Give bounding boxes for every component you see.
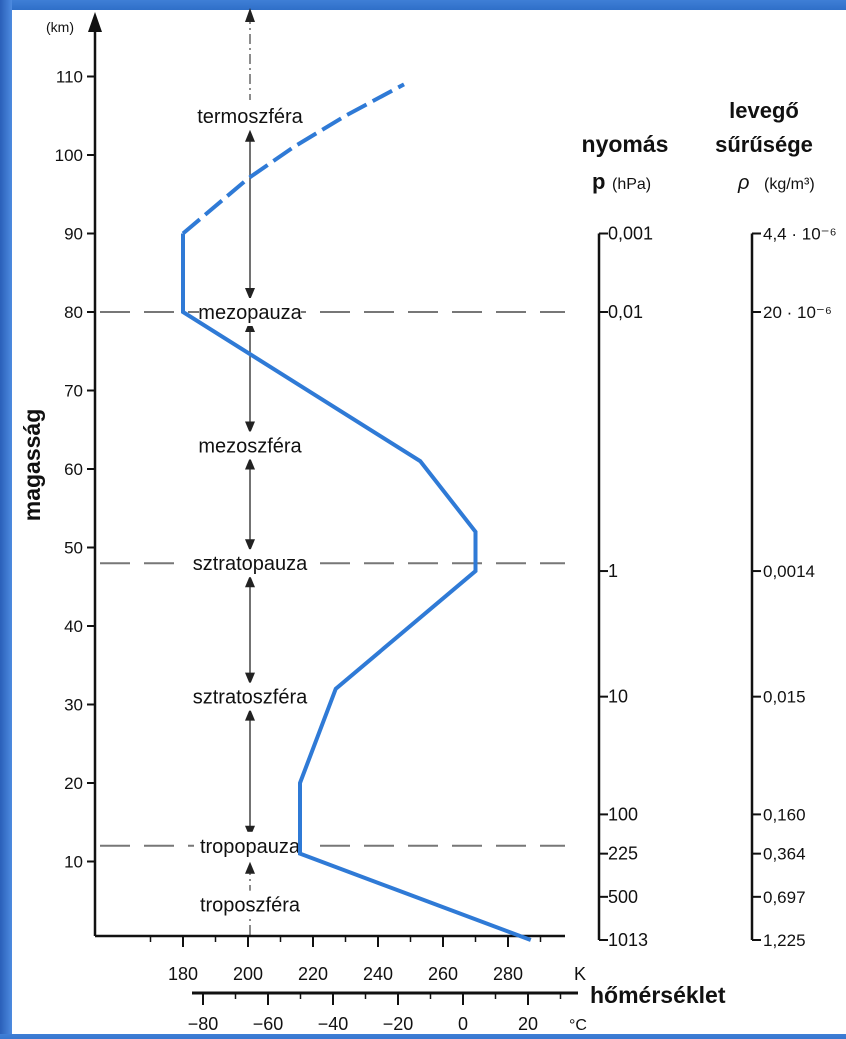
arrowhead-up-icon <box>245 862 255 874</box>
x-tick-label: 240 <box>363 964 393 984</box>
y-tick-label: 110 <box>56 68 83 87</box>
celsius-unit: °C <box>569 1017 587 1034</box>
y-axis-unit: (km) <box>46 19 74 35</box>
y-tick-label: 60 <box>64 460 83 479</box>
density-tick-label: 0,697 <box>763 888 806 907</box>
density-tick-label: 0,160 <box>763 805 806 824</box>
x-tick-label: 180 <box>168 964 198 984</box>
pressure-tick-label: 1013 <box>608 930 648 950</box>
density-symbol: ρ <box>737 172 749 194</box>
density-tick-label: 1,225 <box>763 931 806 950</box>
pressure-title: nyomás <box>582 131 669 157</box>
y-tick-label: 90 <box>64 225 83 244</box>
pressure-tick-label: 1 <box>608 561 618 581</box>
pressure-tick-label: 0,01 <box>608 302 643 322</box>
density-title: sűrűsége <box>715 132 813 157</box>
x-tick-label: 220 <box>298 964 328 984</box>
x-axis-label: hőmérséklet <box>590 982 726 1008</box>
y-axis-arrow-icon <box>88 12 102 32</box>
pressure-tick-label: 500 <box>608 887 638 907</box>
celsius-tick-label: −20 <box>383 1014 414 1034</box>
pressure-symbol: p <box>592 169 605 194</box>
layer-label: termoszféra <box>197 106 303 128</box>
density-tick-label: 0,015 <box>763 688 806 707</box>
x-axis-unit-kelvin: K <box>574 964 586 984</box>
pressure-tick-label: 10 <box>608 687 628 707</box>
y-tick-label: 10 <box>64 853 83 872</box>
y-axis-label: magasság <box>19 409 45 522</box>
layer-label: tropopauza <box>200 836 301 858</box>
pressure-tick-label: 0,001 <box>608 224 653 244</box>
pressure-unit: (hPa) <box>612 176 651 193</box>
arrowhead-up-icon <box>245 8 255 22</box>
layer-label: sztratopauza <box>193 553 308 575</box>
density-tick-label: 20 · 10⁻⁶ <box>763 303 832 322</box>
density-tick-label: 0,0014 <box>763 562 815 581</box>
y-tick-label: 40 <box>64 617 83 636</box>
y-tick-label: 30 <box>64 696 83 715</box>
density-tick-label: 4,4 · 10⁻⁶ <box>763 225 837 244</box>
y-tick-label: 20 <box>64 774 83 793</box>
y-tick-label: 100 <box>55 146 83 165</box>
celsius-tick-label: −80 <box>188 1014 219 1034</box>
layer-label: sztratoszféra <box>193 687 308 709</box>
pressure-tick-label: 100 <box>608 804 638 824</box>
arrowhead-up-icon <box>245 130 255 142</box>
celsius-tick-label: −60 <box>253 1014 284 1034</box>
y-tick-label: 80 <box>64 303 83 322</box>
density-tick-label: 0,364 <box>763 845 806 864</box>
celsius-tick-label: −40 <box>318 1014 349 1034</box>
layer-label: mezoszféra <box>198 435 302 457</box>
density-unit: (kg/m³) <box>764 176 815 193</box>
celsius-tick-label: 0 <box>458 1014 468 1034</box>
x-tick-label: 280 <box>493 964 523 984</box>
layer-label: mezopauza <box>198 302 302 324</box>
x-tick-label: 200 <box>233 964 263 984</box>
y-tick-label: 50 <box>64 539 83 558</box>
layer-label: troposzféra <box>200 895 301 917</box>
celsius-tick-label: 20 <box>518 1014 538 1034</box>
pressure-tick-label: 225 <box>608 844 638 864</box>
x-tick-label: 260 <box>428 964 458 984</box>
density-title: levegő <box>729 98 799 123</box>
y-tick-label: 70 <box>64 382 83 401</box>
